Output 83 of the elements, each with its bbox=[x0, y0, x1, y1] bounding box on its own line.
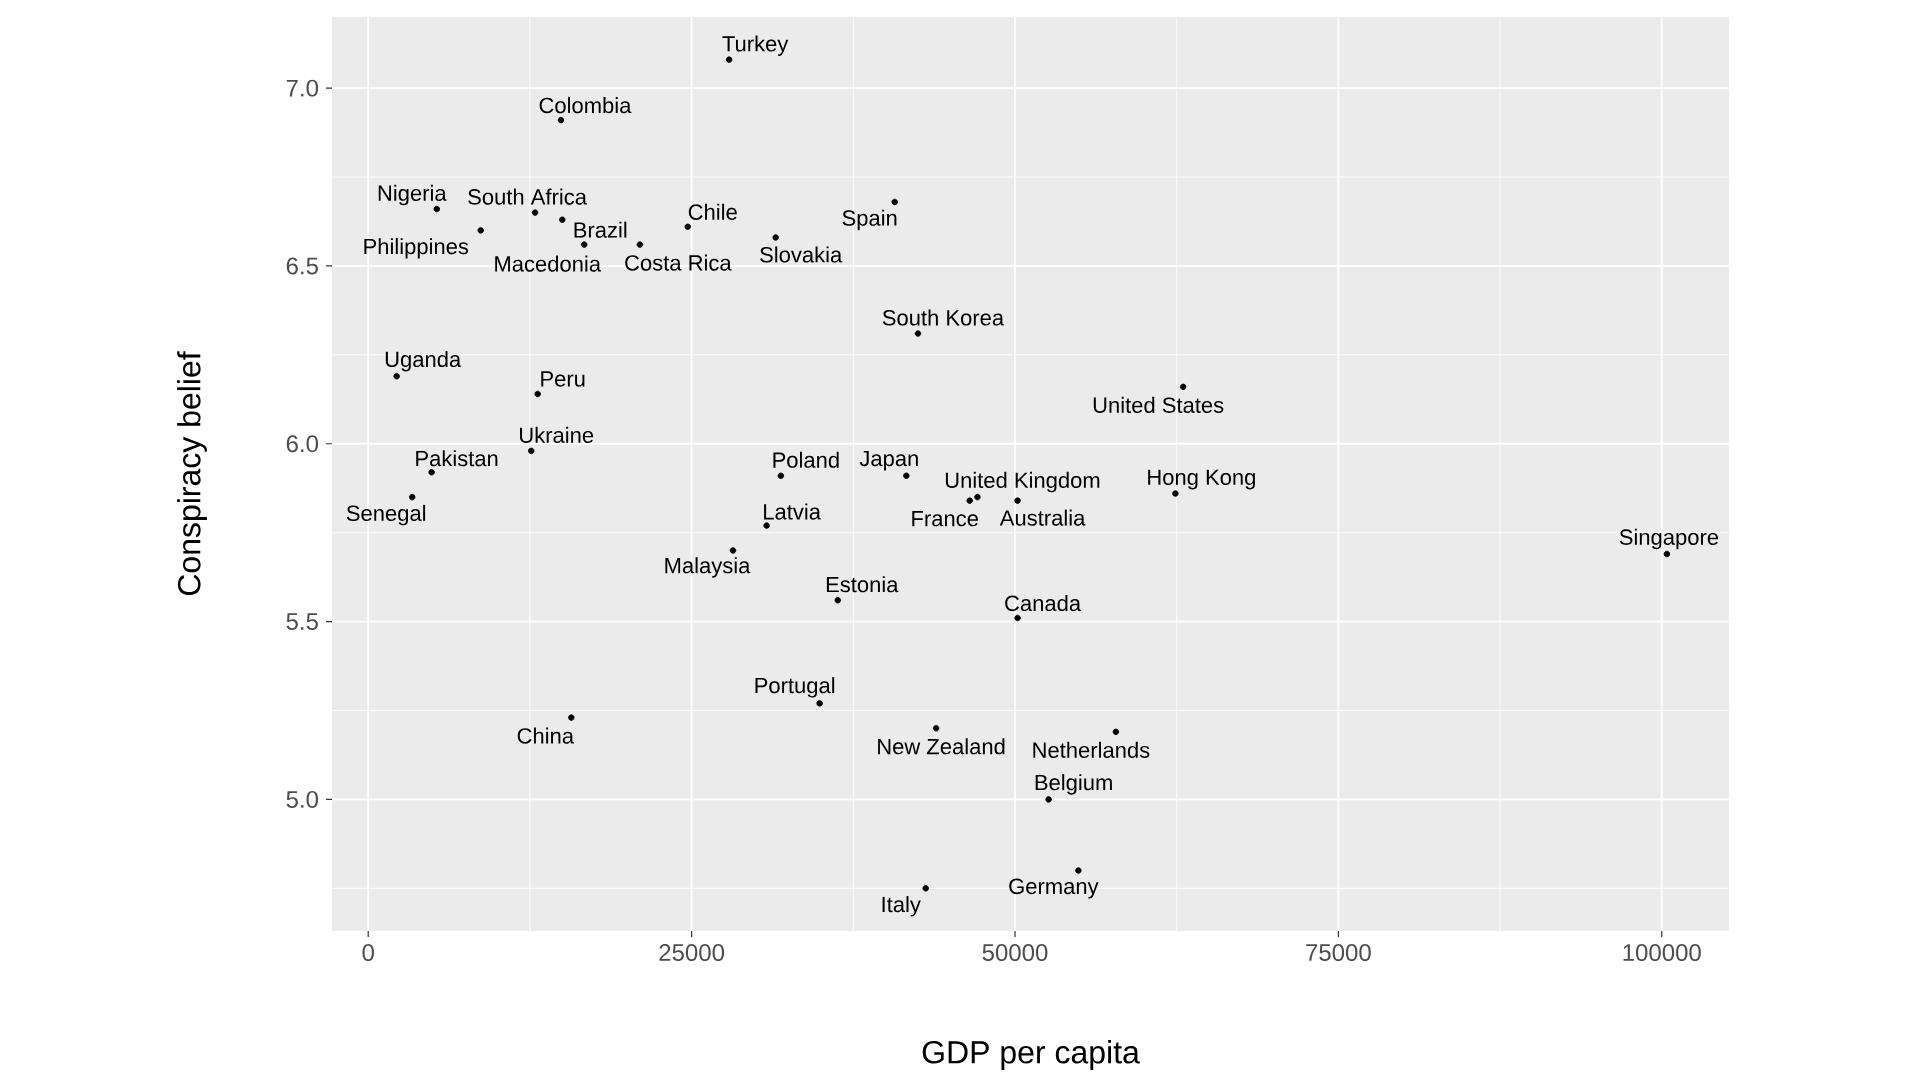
x-tick-label: 25000 bbox=[659, 944, 725, 962]
point bbox=[531, 209, 539, 216]
point bbox=[568, 714, 575, 721]
point bbox=[1112, 728, 1120, 736]
point bbox=[428, 469, 435, 476]
point bbox=[725, 56, 733, 63]
annotation: Canada bbox=[1005, 594, 1082, 612]
y-tick-label: 7.0 bbox=[286, 79, 319, 97]
x-tick-label: 75000 bbox=[1306, 944, 1371, 962]
point bbox=[409, 493, 416, 501]
x-tick-label: 50000 bbox=[982, 944, 1048, 962]
point bbox=[891, 198, 898, 206]
annotation: Turkey bbox=[722, 35, 789, 56]
point bbox=[974, 493, 981, 501]
annotation: Philippines bbox=[364, 238, 469, 259]
annotation: China bbox=[517, 727, 575, 744]
annotation: Pakistan bbox=[416, 450, 498, 467]
point bbox=[1663, 550, 1671, 558]
annotation: Colombia bbox=[539, 97, 632, 114]
annotation: South Africa bbox=[468, 188, 587, 205]
point bbox=[477, 227, 484, 234]
point bbox=[777, 472, 785, 479]
annotation: Slovakia bbox=[760, 246, 843, 263]
point bbox=[763, 522, 770, 529]
x-tick-label: 100000 bbox=[1623, 944, 1701, 962]
y-tick-label: 6.0 bbox=[286, 435, 319, 453]
point bbox=[1179, 383, 1187, 391]
point bbox=[729, 547, 737, 554]
point bbox=[1014, 497, 1021, 504]
annotation: Belgium bbox=[1035, 774, 1112, 795]
point bbox=[932, 725, 940, 732]
y-tick-label: 6.5 bbox=[286, 257, 318, 275]
point bbox=[1172, 490, 1179, 497]
annotation: Chile bbox=[688, 203, 737, 220]
point bbox=[834, 597, 841, 604]
annotation: Peru bbox=[541, 371, 585, 387]
point bbox=[684, 223, 691, 231]
point bbox=[393, 372, 400, 380]
annotation: South Korea bbox=[882, 309, 1005, 326]
annotation: New Zealand bbox=[878, 738, 1005, 755]
annotation: United States bbox=[1093, 396, 1224, 413]
annotation: France bbox=[912, 511, 978, 527]
point bbox=[557, 116, 565, 124]
y-tick-label: 5.5 bbox=[286, 613, 318, 630]
annotation: Germany bbox=[1009, 878, 1099, 899]
annotation: Netherlands bbox=[1033, 741, 1150, 758]
y-tick-label: 5.0 bbox=[286, 790, 319, 808]
annotation: Hong Kong bbox=[1148, 469, 1255, 490]
y-axis-title: Conspiracy belief bbox=[177, 351, 207, 596]
point bbox=[559, 216, 566, 223]
point bbox=[772, 234, 779, 241]
x-tick-label: 0 bbox=[362, 944, 374, 962]
annotation: United Kingdom bbox=[945, 471, 1100, 493]
annotation: Latvia bbox=[764, 503, 821, 520]
annotation: Uganda bbox=[385, 350, 462, 372]
annotation: Italy bbox=[882, 896, 921, 917]
annotation: Singapore bbox=[1619, 528, 1719, 550]
point bbox=[816, 700, 823, 707]
point bbox=[1045, 796, 1052, 803]
annotation: Malaysia bbox=[665, 557, 751, 578]
point bbox=[528, 447, 535, 455]
x-axis-title: GDP per capita bbox=[922, 1040, 1140, 1070]
point bbox=[922, 885, 929, 892]
point bbox=[1075, 867, 1082, 874]
annotation: Japan bbox=[859, 450, 918, 471]
annotation: Nigeria bbox=[378, 184, 447, 206]
annotation: Portugal bbox=[755, 677, 835, 698]
annotation: Macedonia bbox=[495, 255, 602, 272]
annotation: Spain bbox=[842, 209, 897, 231]
point bbox=[534, 390, 541, 398]
annotation: Poland bbox=[773, 451, 839, 468]
annotation: Australia bbox=[999, 509, 1086, 526]
point bbox=[903, 472, 910, 479]
annotation: Costa Rica bbox=[625, 254, 732, 271]
point bbox=[581, 241, 588, 248]
point bbox=[636, 241, 644, 248]
point bbox=[914, 330, 922, 337]
annotation: Brazil bbox=[574, 221, 627, 238]
annotation: Ukraine bbox=[520, 426, 594, 443]
point bbox=[1014, 614, 1021, 622]
annotation: Senegal bbox=[346, 504, 426, 526]
point bbox=[966, 497, 973, 504]
annotation: Estonia bbox=[826, 576, 899, 593]
